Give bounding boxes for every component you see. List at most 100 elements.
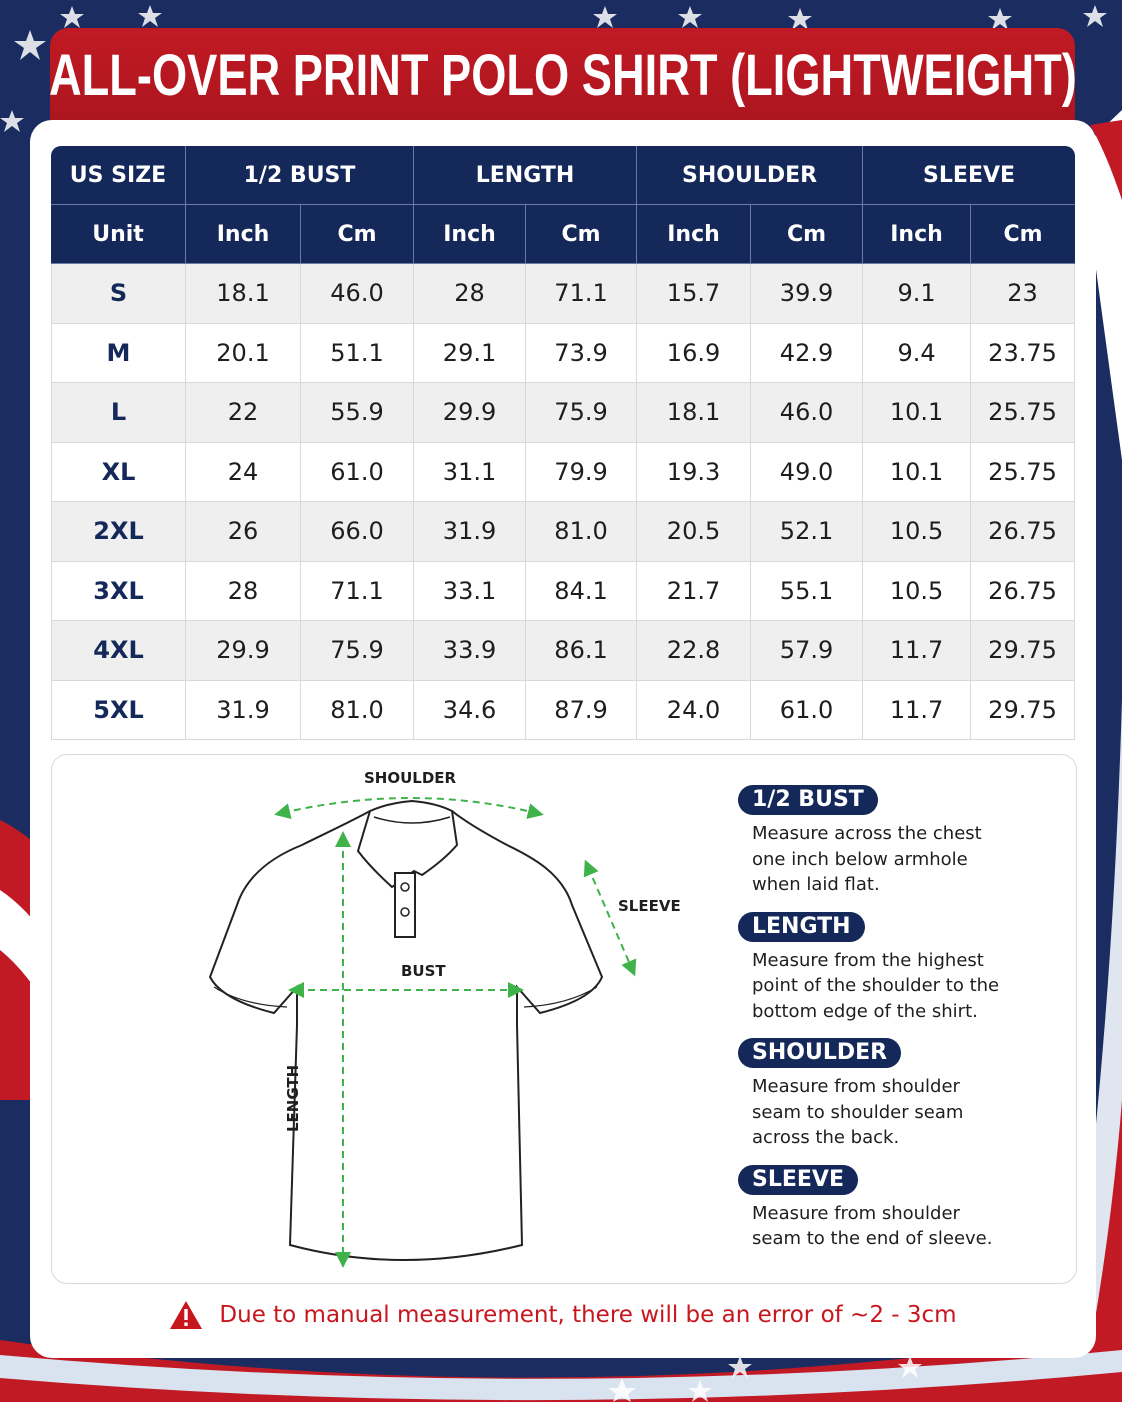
table-cell: 26.75	[971, 502, 1076, 562]
sleeve-label: SLEEVE	[618, 897, 681, 915]
definition-title: 1/2 BUST	[738, 785, 878, 815]
table-cell: 75.9	[301, 621, 415, 681]
table-cell: 11.7	[863, 680, 972, 740]
table-cell: 87.9	[526, 680, 638, 740]
table-cell: 11.7	[863, 621, 972, 681]
table-cell: 24	[186, 442, 301, 502]
definition-title: LENGTH	[738, 911, 865, 942]
table-row: XL 24 61.0 31.1 79.9 19.3 49.0 10.1 25.75	[51, 442, 1076, 502]
table-cell: 9.1	[863, 264, 972, 324]
measurement-diagram: SHOULDER SLEEVE BUST LENGTH 1/2 BUST Mea…	[51, 754, 1077, 1284]
table-cell: 51.1	[301, 323, 415, 383]
table-cell: 28	[414, 264, 527, 324]
table-cell: 18.1	[637, 383, 752, 443]
table-cell: 33.9	[414, 621, 527, 681]
table-row: 5XL 31.9 81.0 34.6 87.9 24.0 61.0 11.7 29.75	[51, 680, 1076, 740]
table-cell: 31.9	[186, 680, 301, 740]
table-cell: 84.1	[526, 561, 638, 621]
table-cell: 29.1	[414, 323, 527, 383]
table-cell: 29.75	[971, 621, 1076, 681]
size-label-cell: S	[51, 264, 186, 324]
unit-label: Cm	[971, 205, 1076, 264]
header-unit: Unit	[51, 205, 186, 264]
page-title: ALL-OVER PRINT POLO SHIRT (LIGHTWEIGHT)	[48, 43, 1077, 108]
table-cell: 10.5	[863, 502, 972, 562]
table-cell: 19.3	[637, 442, 752, 502]
table-cell: 28	[186, 561, 301, 621]
unit-header-row: Unit Inch Cm Inch Cm Inch Cm Inch Cm	[51, 205, 1076, 264]
table-cell: 26	[186, 502, 301, 562]
table-cell: 25.75	[971, 383, 1076, 443]
table-cell: 23.75	[971, 323, 1076, 383]
size-label-cell: 3XL	[51, 561, 186, 621]
size-label-cell: M	[51, 323, 186, 383]
unit-label: Inch	[637, 205, 752, 264]
table-row: S 18.1 46.0 28 71.1 15.7 39.9 9.1 23	[51, 264, 1076, 324]
table-cell: 55.1	[751, 561, 864, 621]
table-row: 3XL 28 71.1 33.1 84.1 21.7 55.1 10.5 26.75	[51, 561, 1076, 621]
table-row: 4XL 29.9 75.9 33.9 86.1 22.8 57.9 11.7 29.75	[51, 621, 1076, 681]
group-header-row: US SIZE 1/2 BUST LENGTH SHOULDER SLEEVE	[51, 146, 1076, 205]
size-label-cell: 2XL	[51, 502, 186, 562]
table-cell: 22.8	[637, 621, 752, 681]
table-cell: 20.5	[637, 502, 752, 562]
table-cell: 29.75	[971, 680, 1076, 740]
table-cell: 18.1	[186, 264, 301, 324]
warning-text: Due to manual measurement, there will be…	[219, 1302, 957, 1328]
size-table-body: S 18.1 46.0 28 71.1 15.7 39.9 9.1 23 M 20.1 51.1 29.…	[51, 264, 1076, 740]
definition-text: Measure from the highest point of the sh…	[752, 949, 1000, 1022]
table-cell: 86.1	[526, 621, 638, 681]
unit-label: Inch	[186, 205, 301, 264]
header-sleeve: SLEEVE	[863, 146, 1076, 205]
table-cell: 73.9	[526, 323, 638, 383]
definition-bust: 1/2 BUST Measure across the chest one in…	[738, 785, 1068, 898]
table-cell: 81.0	[526, 502, 638, 562]
header-shoulder: SHOULDER	[637, 146, 864, 205]
measurement-definitions: 1/2 BUST Measure across the chest one in…	[738, 785, 1068, 1266]
table-cell: 46.0	[301, 264, 415, 324]
table-cell: 75.9	[526, 383, 638, 443]
definition-title: SLEEVE	[738, 1164, 858, 1195]
table-cell: 31.9	[414, 502, 527, 562]
table-cell: 49.0	[751, 442, 864, 502]
table-cell: 16.9	[637, 323, 752, 383]
table-cell: 24.0	[637, 680, 752, 740]
definition-text: Measure from shoulder seam to shoulder s…	[752, 1076, 964, 1148]
table-cell: 25.75	[971, 442, 1076, 502]
warning-triangle-icon	[170, 1301, 203, 1329]
table-cell: 22	[186, 383, 301, 443]
table-cell: 39.9	[751, 264, 864, 324]
table-cell: 15.7	[637, 264, 752, 324]
size-label-cell: L	[51, 383, 186, 443]
size-label-cell: 4XL	[51, 621, 186, 681]
header-length: LENGTH	[414, 146, 638, 205]
table-cell: 29.9	[414, 383, 527, 443]
unit-label: Cm	[751, 205, 864, 264]
size-chart-card: US SIZE 1/2 BUST LENGTH SHOULDER SLEEVE …	[30, 120, 1096, 1358]
table-cell: 10.1	[863, 442, 972, 502]
definition-sleeve: SLEEVE Measure from shoulder seam to the…	[738, 1164, 1068, 1252]
header-us-size: US SIZE	[51, 146, 186, 205]
table-cell: 55.9	[301, 383, 415, 443]
table-row: L 22 55.9 29.9 75.9 18.1 46.0 10.1 25.75	[51, 383, 1076, 443]
table-cell: 79.9	[526, 442, 638, 502]
length-label: LENGTH	[284, 1064, 302, 1132]
unit-label: Cm	[301, 205, 415, 264]
table-cell: 71.1	[526, 264, 638, 324]
unit-label: Cm	[526, 205, 638, 264]
size-table: US SIZE 1/2 BUST LENGTH SHOULDER SLEEVE …	[51, 146, 1076, 740]
table-cell: 61.0	[751, 680, 864, 740]
unit-label: Inch	[414, 205, 527, 264]
table-cell: 9.4	[863, 323, 972, 383]
definition-length: LENGTH Measure from the highest point of…	[738, 911, 1068, 1025]
measurement-warning: Due to manual measurement, there will be…	[30, 1300, 1096, 1330]
definition-text: Measure across the chest one inch below …	[752, 823, 982, 895]
table-row: M 20.1 51.1 29.1 73.9 16.9 42.9 9.4 23.75	[51, 323, 1076, 383]
table-cell: 52.1	[751, 502, 864, 562]
sleeve-measure-line	[583, 859, 637, 977]
table-row: 2XL 26 66.0 31.9 81.0 20.5 52.1 10.5 26.75	[51, 502, 1076, 562]
definition-shoulder: SHOULDER Measure from shoulder seam to s…	[738, 1038, 1068, 1151]
table-cell: 81.0	[301, 680, 415, 740]
unit-label: Inch	[863, 205, 972, 264]
table-cell: 42.9	[751, 323, 864, 383]
